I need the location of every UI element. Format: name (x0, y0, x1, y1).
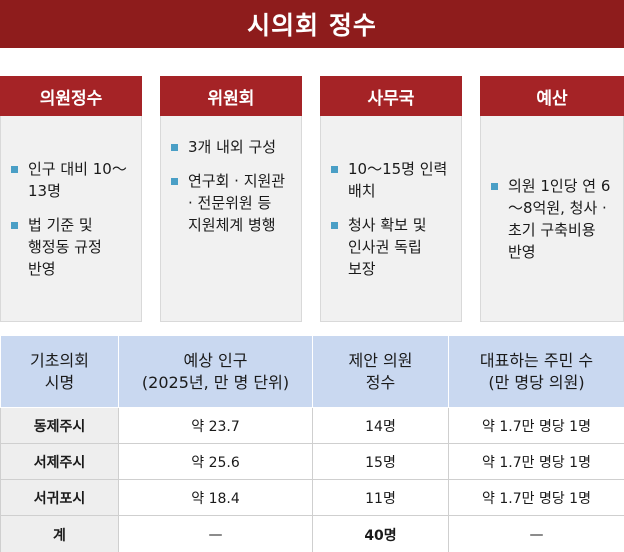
card-council-seats: 의원정수 인구 대비 10～13명 법 기준 및 행정동 규정 반영 (0, 76, 142, 322)
bullet-item: 청사 확보 및 인사권 독립 보장 (331, 214, 453, 280)
card-budget: 예산 의원 1인당 연 6～8억원, 청사 · 초기 구축비용 반영 (480, 76, 624, 322)
cell-total-seats: 40명 (312, 515, 449, 552)
table-row: 서제주시 약 25.6 15명 약 1.7만 명당 1명 (0, 443, 624, 480)
bullet-item: 법 기준 및 행정동 규정 반영 (11, 214, 133, 280)
cell-total-representation: — (448, 515, 624, 552)
cell-representation: 약 1.7만 명당 1명 (448, 479, 624, 516)
cell-representation: 약 1.7만 명당 1명 (448, 443, 624, 480)
cell-total-label: 계 (0, 515, 119, 552)
card-header: 위원회 (160, 76, 302, 116)
cell-city: 서귀포시 (0, 479, 119, 516)
square-bullet-icon (331, 165, 338, 173)
page-title: 시의회 정수 (247, 11, 377, 40)
card-header: 예산 (480, 76, 624, 116)
bullet-item: 인구 대비 10～13명 (11, 158, 133, 202)
square-bullet-icon (491, 182, 498, 190)
card-body: 인구 대비 10～13명 법 기준 및 행정동 규정 반영 (0, 116, 142, 322)
square-bullet-icon (11, 165, 18, 173)
square-bullet-icon (11, 221, 18, 229)
cell-representation: 약 1.7만 명당 1명 (448, 407, 624, 444)
cell-total-population: — (118, 515, 313, 552)
square-bullet-icon (331, 221, 338, 229)
card-header: 의원정수 (0, 76, 142, 116)
table-row: 서귀포시 약 18.4 11명 약 1.7만 명당 1명 (0, 479, 624, 516)
table-header-row: 기초의회 시명 예상 인구 (2025년, 만 명 단위) 제안 의원 정수 대표하는… (0, 335, 624, 408)
table-row: 동제주시 약 23.7 14명 약 1.7만 명당 1명 (0, 407, 624, 444)
title-bar: 시의회 정수 (0, 0, 624, 48)
card-body: 의원 1인당 연 6～8억원, 청사 · 초기 구축비용 반영 (480, 116, 624, 322)
card-body: 3개 내외 구성 연구회 · 지원관 · 전문위원 등 지원체계 병행 (160, 116, 302, 322)
bullet-item: 10～15명 인력 배치 (331, 158, 453, 202)
header-city: 기초의회 시명 (0, 335, 119, 408)
square-bullet-icon (171, 144, 178, 151)
card-committee: 위원회 3개 내외 구성 연구회 · 지원관 · 전문위원 등 지원체계 병행 (160, 76, 302, 322)
card-secretariat: 사무국 10～15명 인력 배치 청사 확보 및 인사권 독립 보장 (320, 76, 462, 322)
bullet-item: 연구회 · 지원관 · 전문위원 등 지원체계 병행 (171, 170, 293, 236)
bullet-item: 3개 내외 구성 (171, 136, 293, 158)
cell-seats: 15명 (312, 443, 449, 480)
card-header: 사무국 (320, 76, 462, 116)
cell-population: 약 18.4 (118, 479, 313, 516)
square-bullet-icon (171, 178, 178, 185)
bullet-item: 의원 1인당 연 6～8억원, 청사 · 초기 구축비용 반영 (491, 175, 615, 263)
cell-population: 약 23.7 (118, 407, 313, 444)
header-seats: 제안 의원 정수 (312, 335, 449, 408)
table-total-row: 계 — 40명 — (0, 515, 624, 552)
cell-seats: 14명 (312, 407, 449, 444)
cell-population: 약 25.6 (118, 443, 313, 480)
header-representation: 대표하는 주민 수 (만 명당 의원) (448, 335, 624, 408)
cell-seats: 11명 (312, 479, 449, 516)
cell-city: 서제주시 (0, 443, 119, 480)
card-body: 10～15명 인력 배치 청사 확보 및 인사권 독립 보장 (320, 116, 462, 322)
council-seats-table: 기초의회 시명 예상 인구 (2025년, 만 명 단위) 제안 의원 정수 대표하는… (0, 335, 624, 552)
cell-city: 동제주시 (0, 407, 119, 444)
header-population: 예상 인구 (2025년, 만 명 단위) (118, 335, 313, 408)
